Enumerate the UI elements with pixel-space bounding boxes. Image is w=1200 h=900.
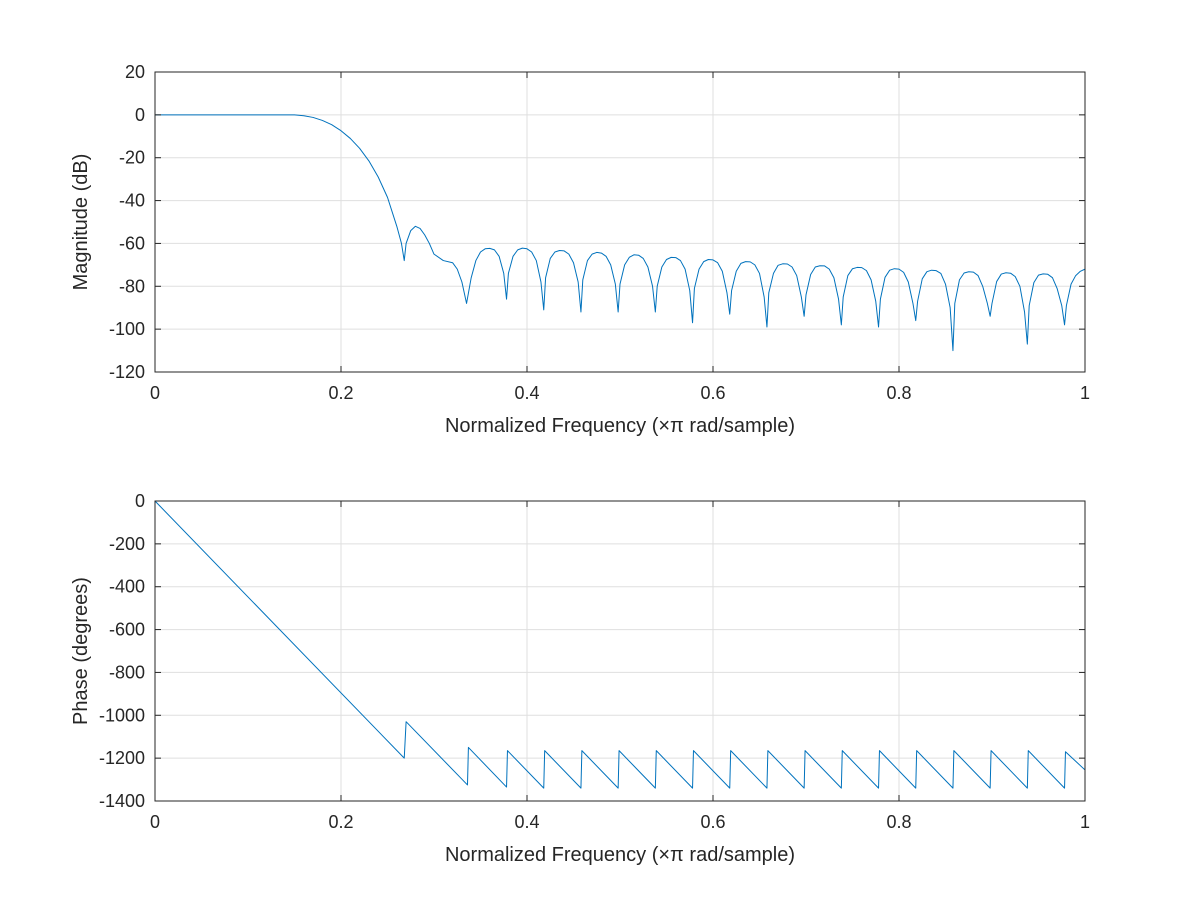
phase-y-tick-label: -1200 — [99, 748, 145, 768]
phase-x-tick-label: 0.8 — [886, 812, 911, 832]
phase-y-tick-label: -800 — [109, 662, 145, 682]
magnitude-x-tick-label: 0.4 — [514, 383, 539, 403]
phase-ylabel: Phase (degrees) — [70, 577, 92, 725]
phase-x-tick-label: 1 — [1080, 812, 1090, 832]
phase-xlabel: Normalized Frequency (×π rad/sample) — [445, 844, 795, 866]
phase-x-tick-label: 0.2 — [328, 812, 353, 832]
phase-x-tick-label: 0.4 — [514, 812, 539, 832]
phase-y-tick-label: -1400 — [99, 791, 145, 811]
phase-y-tick-label: 0 — [135, 491, 145, 511]
phase-y-tick-label: -400 — [109, 577, 145, 597]
magnitude-y-tick-label: -80 — [119, 276, 145, 296]
magnitude-y-tick-label: -120 — [109, 362, 145, 382]
magnitude-y-tick-label: 20 — [125, 62, 145, 82]
phase-series-line — [154, 500, 1086, 789]
phase-y-tick-label: -1000 — [99, 705, 145, 725]
magnitude-x-tick-label: 0.8 — [886, 383, 911, 403]
magnitude-y-tick-label: -100 — [109, 319, 145, 339]
magnitude-plot: 0 0.2 0.4 0.6 0.8 1 20 0 -20 -40 -60 -80 -100 -120 No… — [70, 62, 1090, 437]
magnitude-y-tick-label: -20 — [119, 148, 145, 168]
magnitude-x-tick-label: 0.6 — [700, 383, 725, 403]
magnitude-ylabel: Magnitude (dB) — [70, 154, 92, 291]
magnitude-x-tick-label: 0.2 — [328, 383, 353, 403]
magnitude-x-tick-label: 1 — [1080, 383, 1090, 403]
magnitude-y-tick-label: 0 — [135, 105, 145, 125]
phase-plot: 0 0.2 0.4 0.6 0.8 1 0 -200 -400 -600 -800 -1000 -120… — [70, 491, 1090, 866]
phase-y-tick-label: -600 — [109, 620, 145, 640]
magnitude-x-tick-label: 0 — [150, 383, 160, 403]
magnitude-series-line — [155, 114, 1086, 352]
phase-x-tick-label: 0 — [150, 812, 160, 832]
magnitude-axes-box — [154, 71, 1086, 373]
phase-y-tick-label: -200 — [109, 534, 145, 554]
phase-axes-box — [154, 500, 1086, 802]
magnitude-xlabel: Normalized Frequency (×π rad/sample) — [445, 415, 795, 437]
magnitude-y-tick-label: -60 — [119, 233, 145, 253]
phase-x-tick-label: 0.6 — [700, 812, 725, 832]
magnitude-y-tick-label: -40 — [119, 191, 145, 211]
